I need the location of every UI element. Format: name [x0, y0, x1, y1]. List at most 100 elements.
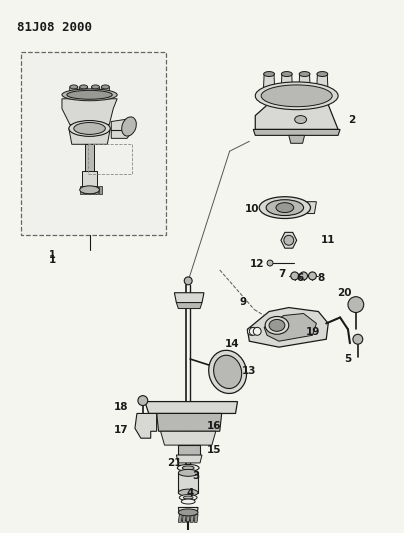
Polygon shape	[281, 232, 297, 248]
Ellipse shape	[295, 116, 307, 124]
Text: 81J08 2000: 81J08 2000	[17, 21, 92, 34]
Circle shape	[300, 272, 307, 280]
Circle shape	[353, 334, 363, 344]
Polygon shape	[84, 186, 86, 194]
Polygon shape	[289, 135, 305, 143]
Circle shape	[138, 395, 148, 406]
Polygon shape	[178, 507, 198, 520]
Polygon shape	[80, 186, 83, 194]
Circle shape	[309, 272, 316, 280]
Text: 19: 19	[306, 327, 321, 337]
Ellipse shape	[317, 71, 328, 77]
Polygon shape	[79, 87, 88, 99]
Ellipse shape	[80, 186, 99, 194]
Ellipse shape	[282, 71, 292, 77]
Ellipse shape	[261, 85, 332, 107]
Bar	[88, 144, 132, 174]
Ellipse shape	[276, 203, 294, 213]
Ellipse shape	[178, 470, 198, 477]
Text: 10: 10	[245, 204, 259, 214]
Circle shape	[253, 327, 261, 335]
Polygon shape	[186, 514, 190, 522]
Ellipse shape	[183, 496, 193, 499]
Text: 1: 1	[49, 250, 55, 260]
Ellipse shape	[214, 356, 242, 389]
Ellipse shape	[179, 495, 197, 500]
Polygon shape	[82, 171, 97, 186]
Ellipse shape	[299, 71, 310, 77]
Ellipse shape	[255, 82, 338, 110]
Polygon shape	[264, 313, 316, 341]
Text: 20: 20	[337, 288, 351, 298]
Polygon shape	[157, 414, 222, 431]
Polygon shape	[263, 74, 275, 96]
Ellipse shape	[265, 317, 289, 334]
Ellipse shape	[62, 89, 117, 101]
Circle shape	[267, 260, 273, 266]
Polygon shape	[190, 514, 194, 522]
Text: 12: 12	[250, 259, 265, 269]
Circle shape	[284, 236, 294, 245]
Polygon shape	[111, 118, 133, 139]
Polygon shape	[299, 74, 311, 96]
Text: 18: 18	[114, 401, 128, 411]
Polygon shape	[182, 514, 186, 522]
Ellipse shape	[177, 464, 199, 471]
Ellipse shape	[264, 71, 274, 77]
Polygon shape	[178, 445, 200, 455]
Ellipse shape	[182, 466, 194, 470]
Text: 17: 17	[114, 425, 128, 435]
Polygon shape	[178, 514, 182, 522]
Polygon shape	[69, 128, 110, 144]
Text: 1: 1	[48, 255, 56, 265]
Text: 8: 8	[318, 273, 325, 283]
Text: 5: 5	[344, 354, 351, 364]
Ellipse shape	[101, 85, 109, 89]
Circle shape	[184, 277, 192, 285]
Polygon shape	[84, 144, 95, 181]
Circle shape	[247, 327, 255, 335]
Polygon shape	[69, 87, 79, 99]
Ellipse shape	[178, 489, 198, 496]
Polygon shape	[255, 100, 338, 130]
Text: 7: 7	[278, 269, 286, 279]
Polygon shape	[92, 186, 95, 194]
Text: 6: 6	[296, 273, 303, 283]
Circle shape	[348, 297, 364, 312]
Polygon shape	[160, 431, 216, 445]
Ellipse shape	[266, 200, 303, 215]
Ellipse shape	[259, 197, 311, 219]
Ellipse shape	[269, 319, 285, 332]
Text: 4: 4	[187, 488, 194, 498]
Polygon shape	[253, 130, 340, 135]
Polygon shape	[177, 455, 202, 463]
Ellipse shape	[122, 117, 136, 136]
Ellipse shape	[80, 85, 88, 89]
Text: 3: 3	[192, 471, 200, 481]
Ellipse shape	[67, 91, 112, 99]
Ellipse shape	[178, 509, 198, 516]
Text: 14: 14	[225, 339, 240, 349]
Text: 21: 21	[167, 458, 182, 468]
Polygon shape	[175, 293, 204, 303]
Polygon shape	[101, 87, 110, 99]
Circle shape	[291, 272, 299, 280]
Polygon shape	[135, 414, 157, 438]
Polygon shape	[178, 473, 198, 492]
Polygon shape	[99, 186, 102, 194]
Polygon shape	[316, 74, 328, 96]
Bar	[21, 52, 166, 236]
Ellipse shape	[74, 123, 105, 134]
Text: 15: 15	[206, 445, 221, 455]
Polygon shape	[247, 308, 328, 347]
Polygon shape	[177, 303, 202, 309]
Ellipse shape	[209, 350, 246, 393]
Polygon shape	[88, 186, 90, 194]
Polygon shape	[95, 186, 99, 194]
Ellipse shape	[92, 85, 99, 89]
Ellipse shape	[69, 120, 110, 136]
Polygon shape	[90, 87, 101, 99]
Ellipse shape	[70, 85, 78, 89]
Circle shape	[249, 327, 257, 335]
Polygon shape	[62, 99, 117, 125]
